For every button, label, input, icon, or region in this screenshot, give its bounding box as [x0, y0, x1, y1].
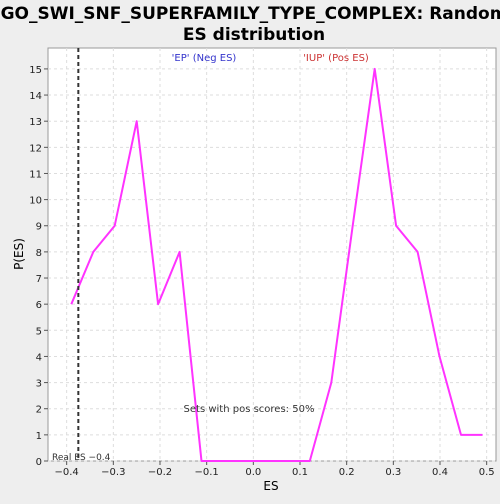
sets-with-pos-scores-label: Sets with pos scores: 50% — [184, 404, 315, 415]
y-tick-label: 7 — [36, 274, 42, 285]
y-tick-label: 12 — [29, 143, 42, 154]
y-tick-label: 9 — [36, 222, 42, 233]
pos-es-label: 'IUP' (Pos ES) — [303, 53, 369, 64]
y-tick-label: 0 — [36, 457, 42, 468]
x-tick-label: −0.2 — [148, 467, 172, 478]
y-tick-label: 1 — [36, 431, 42, 442]
neg-es-label: 'EP' (Neg ES) — [172, 53, 237, 64]
y-tick-label: 14 — [29, 91, 42, 102]
y-tick-label: 11 — [29, 169, 42, 180]
grid-layer — [48, 48, 496, 462]
y-tick-label: 4 — [36, 352, 42, 363]
x-tick-label: 0.4 — [432, 467, 448, 478]
x-tick-label: −0.4 — [55, 467, 79, 478]
x-tick-label: 0.5 — [479, 467, 495, 478]
x-tick-label: 0.3 — [385, 467, 401, 478]
chart-title-line-1: GO_SWI_SNF_SUPERFAMILY_TYPE_COMPLEX: Ran… — [1, 4, 500, 24]
plot-area — [47, 47, 497, 462]
x-tick-label: −0.1 — [195, 467, 219, 478]
y-tick-label: 10 — [29, 196, 42, 207]
y-tick-label: 15 — [29, 65, 42, 76]
real-es-label: Real ES −0.4 — [52, 453, 111, 463]
series-layer — [70, 48, 483, 462]
y-tick-label: 13 — [29, 117, 42, 128]
distribution-series-line — [70, 67, 483, 462]
y-tick-label: 8 — [36, 248, 42, 259]
y-axis-label: P(ES) — [12, 238, 26, 270]
y-tick-label: 3 — [36, 379, 42, 390]
y-tick-label: 6 — [36, 300, 42, 311]
y-tick-label: 2 — [36, 405, 42, 416]
y-tick-label: 5 — [36, 326, 42, 337]
x-tick-label: 0.1 — [292, 467, 308, 478]
x-tick-label: 0.0 — [245, 467, 261, 478]
chart-title-line-2: ES distribution — [183, 25, 325, 45]
x-tick-label: 0.2 — [339, 467, 355, 478]
x-axis-label: ES — [263, 479, 278, 493]
x-tick-label: −0.3 — [101, 467, 125, 478]
